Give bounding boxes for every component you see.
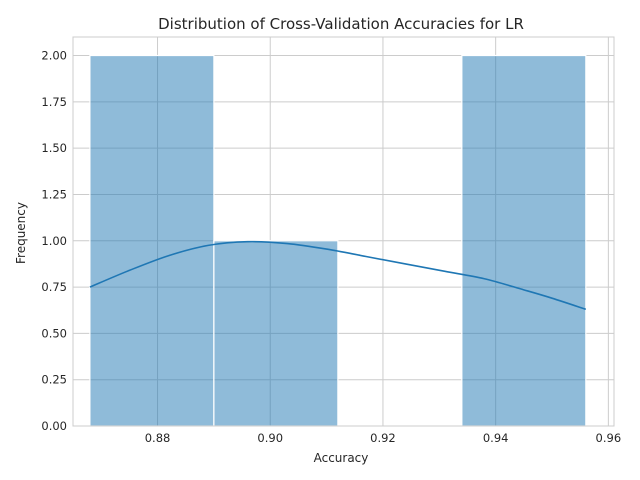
histogram-bar xyxy=(461,54,587,427)
chart-title: Distribution of Cross-Validation Accurac… xyxy=(158,15,524,33)
y-tick-label: 2.00 xyxy=(41,49,67,63)
x-tick-labels: 0.88 0.90 0.92 0.94 0.96 xyxy=(145,431,621,445)
x-tick-label: 0.90 xyxy=(257,431,283,445)
y-tick-label: 1.00 xyxy=(41,234,67,248)
x-tick-label: 0.96 xyxy=(596,431,622,445)
histogram-bar xyxy=(213,240,339,427)
y-tick-label: 0.75 xyxy=(41,280,67,294)
kde-curve xyxy=(89,240,587,311)
histogram-bar xyxy=(89,54,215,427)
x-tick-label: 0.94 xyxy=(483,431,509,445)
y-axis-label: Frequency xyxy=(14,202,28,264)
x-tick-label: 0.88 xyxy=(145,431,171,445)
y-tick-label: 1.50 xyxy=(41,141,67,155)
y-tick-label: 1.25 xyxy=(41,187,67,201)
y-tick-label: 0.00 xyxy=(41,419,67,433)
x-axis-label: Accuracy xyxy=(314,451,369,465)
x-tick-label: 0.92 xyxy=(370,431,396,445)
histogram-bars xyxy=(89,54,587,427)
y-tick-label: 0.50 xyxy=(41,326,67,340)
y-tick-labels: 0.00 0.25 0.50 0.75 1.00 1.25 1.50 1.75 2.00 xyxy=(41,49,67,433)
y-tick-label: 1.75 xyxy=(41,95,67,109)
y-tick-label: 0.25 xyxy=(41,373,67,387)
plot-frame xyxy=(72,36,615,427)
